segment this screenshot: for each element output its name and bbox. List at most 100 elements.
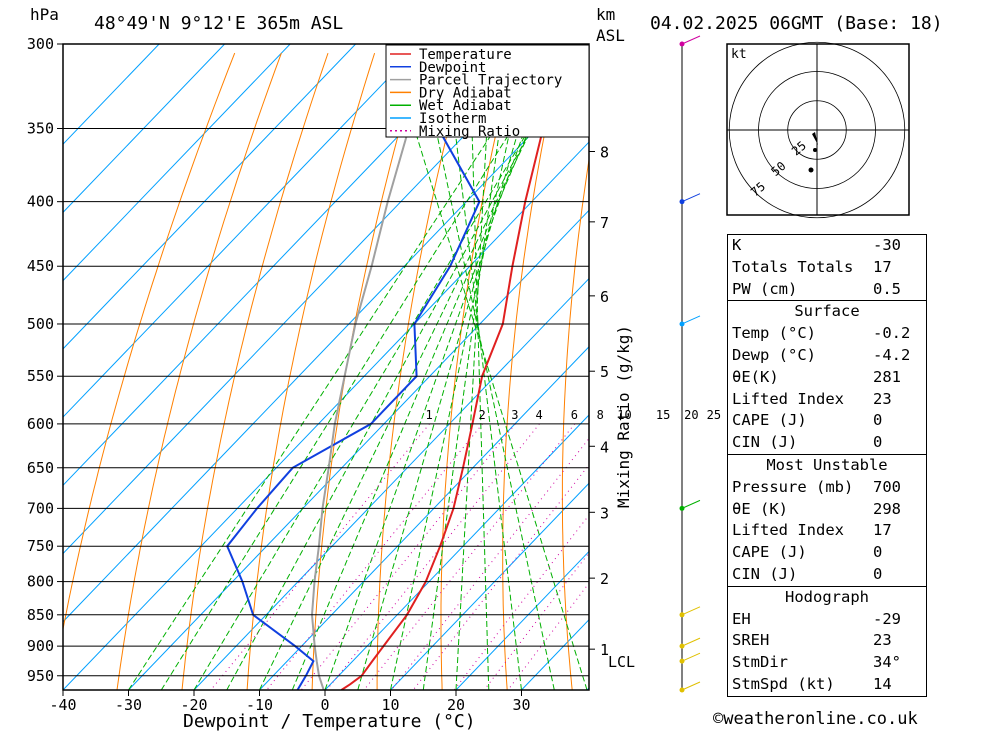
mu-cape-label: CAPE (J) [732, 543, 807, 562]
wet-adiabat-line [419, 52, 555, 690]
mixing-ratio-label: 25 [707, 408, 721, 422]
eh-value: -29 [873, 609, 901, 628]
mu-thetae-value: 298 [873, 499, 901, 518]
surface-temp-value: -0.2 [873, 324, 911, 343]
mu-pressure-row: Pressure (mb) 700 [728, 477, 926, 499]
wet-adiabat-line [469, 53, 490, 690]
km-tick-label: 3 [600, 504, 609, 522]
lcl-label: LCL [608, 653, 635, 671]
series-parcel-trajectory [310, 44, 442, 690]
surface-cin-value: 0 [873, 433, 883, 452]
asl-label: ASL [596, 26, 625, 45]
mixing-ratio-label: 4 [535, 408, 542, 422]
pressure-tick-label: 750 [27, 537, 54, 555]
km-tick-label: 1 [600, 641, 609, 659]
wind-barb [681, 35, 701, 45]
mixing-ratio-axis-title: Mixing Ratio (g/kg) [614, 325, 633, 508]
k-index-value: -30 [873, 236, 901, 254]
pressure-tick-label: 700 [27, 499, 54, 517]
copyright-link[interactable]: ©weatheronline.co.uk [713, 709, 918, 729]
wet-adiabat-line [324, 52, 553, 690]
dry-adiabat-line [181, 52, 329, 690]
surface-cin-row: CIN (J) 0 [728, 432, 926, 454]
pw-value: 0.5 [873, 279, 901, 298]
dry-adiabat-line [116, 52, 282, 690]
wet-adiabat-line [160, 52, 561, 690]
mu-thetae-row: θE (K) 298 [728, 499, 926, 521]
pressure-tick-label: 450 [27, 257, 54, 275]
pressure-tick-label: 550 [27, 367, 54, 385]
surface-dewp-value: -4.2 [873, 345, 911, 364]
pressure-tick-label: 650 [27, 459, 54, 477]
mu-li-value: 17 [873, 521, 892, 540]
wet-adiabat-line [128, 52, 546, 690]
temperature-tick-label: 0 [320, 696, 329, 714]
most-unstable-title: Most Unstable [766, 455, 888, 474]
mixing-ratio-line [363, 423, 576, 690]
wind-barb [681, 315, 701, 325]
isotherm-line [63, 44, 422, 418]
dry-adiabat-line [502, 52, 562, 690]
mu-cin-row: CIN (J) 0 [728, 564, 926, 586]
mixing-ratio-line [266, 423, 483, 690]
surface-cape-label: CAPE (J) [732, 411, 807, 430]
mu-cin-label: CIN (J) [732, 564, 798, 583]
isotherm-line [63, 44, 226, 214]
wind-barb [681, 193, 701, 203]
mixing-ratio-line [453, 514, 589, 690]
dry-adiabat-line [440, 52, 516, 690]
storm-motion-marker [812, 132, 818, 145]
isotherm-line [63, 44, 291, 282]
dry-adiabat-line [676, 53, 702, 690]
pressure-tick-label: 850 [27, 606, 54, 624]
km-tick-label: 6 [600, 288, 609, 306]
mixing-ratio-label: 15 [656, 408, 670, 422]
temperature-tick-label: 10 [381, 696, 399, 714]
pressure-tick-label: 600 [27, 415, 54, 433]
isotherm-line [259, 346, 589, 690]
wet-adiabat-line [390, 52, 588, 690]
wet-adiabat-line [445, 53, 522, 690]
pressure-tick-label: 950 [27, 667, 54, 685]
wet-adiabat-line [291, 52, 562, 690]
location-title: 48°49'N 9°12'E 365m ASL [94, 13, 343, 34]
isotherm-line [193, 277, 589, 690]
wet-adiabat-line [455, 53, 492, 690]
mixing-ratio-line [326, 423, 540, 690]
km-tick-label: 5 [600, 363, 609, 381]
mixing-ratio-line [483, 551, 589, 690]
k-index-label: K [732, 236, 742, 254]
wet-adiabat-line [422, 53, 511, 690]
wind-barb [681, 637, 701, 647]
wind-barb [681, 606, 701, 616]
totals-totals-label: Totals Totals [732, 257, 854, 276]
indices-panel: K -30 Totals Totals 17 PW (cm) 0.5 Surface … [727, 234, 927, 697]
wind-barb [681, 652, 701, 662]
km-tick-label: 4 [600, 438, 609, 456]
surface-li-label: Lifted Index [732, 389, 844, 408]
isotherm-line [63, 44, 553, 555]
mixing-ratio-label: 2 [478, 408, 485, 422]
wet-adiabat-line [259, 52, 569, 690]
stmspd-value: 14 [873, 674, 892, 693]
wind-profile [679, 35, 701, 693]
temperature-tick-label: -20 [180, 696, 207, 714]
isotherm-line [63, 44, 488, 487]
eh-label: EH [732, 609, 751, 628]
mixing-ratio-label: 3 [511, 408, 518, 422]
series-temperature [340, 44, 577, 690]
mu-cape-row: CAPE (J) 0 [728, 542, 926, 564]
k-index-row: K -30 [728, 235, 926, 257]
legend-label: Wet Adiabat [419, 98, 512, 114]
wind-barb [681, 499, 701, 509]
legend-label: Mixing Ratio [419, 124, 520, 140]
surface-dewp-row: Dewp (°C) -4.2 [728, 345, 926, 367]
pw-row: PW (cm) 0.5 [728, 279, 926, 301]
pressure-tick-label: 300 [27, 35, 54, 53]
temperature-tick-label: 20 [447, 696, 465, 714]
mu-pressure-label: Pressure (mb) [732, 477, 854, 496]
legend-label: Dewpoint [419, 60, 486, 76]
totals-totals-value: 17 [873, 257, 892, 276]
wet-adiabat-line [390, 52, 527, 690]
